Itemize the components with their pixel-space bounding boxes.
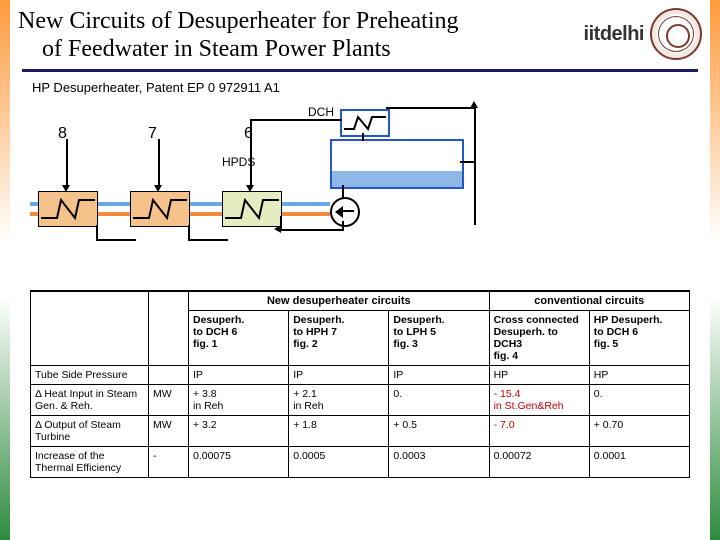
drum-vent <box>460 161 476 163</box>
header: New Circuits of Desuperheater for Prehea… <box>12 0 708 67</box>
row-label: Δ Output of Steam Turbine <box>31 416 149 447</box>
th-group-new: New desuperheater circuits <box>189 291 490 311</box>
drain-87h <box>96 239 136 241</box>
cell: IP <box>289 366 389 385</box>
cell: 0.0001 <box>589 447 689 478</box>
cell: 0. <box>389 385 489 416</box>
logo-text: iitdelhi <box>584 23 644 46</box>
cell: HP <box>589 366 689 385</box>
heater-6 <box>222 191 282 227</box>
cell: + 0.5 <box>389 416 489 447</box>
table-row: Tube Side PressureIPIPIPHPHP <box>31 366 690 385</box>
line-6-to-dch <box>250 119 342 121</box>
separator-drum <box>330 139 464 189</box>
boiler-return-h <box>386 107 476 109</box>
cell: 0.00075 <box>189 447 289 478</box>
drain-76h <box>188 239 228 241</box>
row-label: Δ Heat Input in Steam Gen. & Reh. <box>31 385 149 416</box>
right-flag-stripe <box>710 0 720 540</box>
cell: 0. <box>589 385 689 416</box>
arrow-into-6 <box>246 185 254 192</box>
boiler-return-v <box>474 107 476 225</box>
column-header: Desuperh.to LPH 5fig. 3 <box>389 311 489 366</box>
dch-label: DCH <box>308 105 334 119</box>
column-header: HP Desuperh.to DCH 6fig. 5 <box>589 311 689 366</box>
pump-discharge-v <box>342 221 344 231</box>
arrow-into-8 <box>62 185 70 192</box>
drum-liquid <box>332 171 462 187</box>
subheading: HP Desuperheater, Patent EP 0 972911 A1 <box>32 80 708 95</box>
heater-label-7: 7 <box>148 125 157 143</box>
th-unit-blank <box>149 291 189 366</box>
pump-discharge-h <box>280 229 344 231</box>
row-label: Tube Side Pressure <box>31 366 149 385</box>
cell: HP <box>489 366 589 385</box>
left-flag-stripe <box>0 0 10 540</box>
schematic-diagram: 8 7 6 DCH HPDS <box>30 99 698 284</box>
drain-7v <box>188 225 190 239</box>
row-unit: MW <box>149 416 189 447</box>
column-header: Desuperh.to HPH 7fig. 2 <box>289 311 389 366</box>
cell: + 1.8 <box>289 416 389 447</box>
heater-7 <box>130 191 190 227</box>
pump-suction <box>342 185 344 199</box>
line-6-riser <box>250 119 252 141</box>
extract-line-8 <box>66 139 68 189</box>
th-group-conv: conventional circuits <box>489 291 689 311</box>
cell: - 7.0 <box>489 416 589 447</box>
logo: iitdelhi <box>584 8 702 60</box>
table-row: Δ Heat Input in Steam Gen. & Reh.MW+ 3.8… <box>31 385 690 416</box>
cell: 0.0005 <box>289 447 389 478</box>
table-row: Δ Output of Steam TurbineMW+ 3.2+ 1.8+ 0… <box>31 416 690 447</box>
cell: + 0.70 <box>589 416 689 447</box>
cell: 0.0003 <box>389 447 489 478</box>
title-line-1: New Circuits of Desuperheater for Prehea… <box>18 8 459 34</box>
discharge-join <box>280 216 282 231</box>
cell: IP <box>189 366 289 385</box>
logo-seal-icon <box>650 8 702 60</box>
title-line-2: of Feedwater in Steam Power Plants <box>42 36 391 62</box>
table-row: Increase of the Thermal Efficiency-0.000… <box>31 447 690 478</box>
arrow-boiler-return <box>470 101 478 108</box>
extract-line-7 <box>158 139 160 189</box>
arrow-into-7 <box>154 185 162 192</box>
cell: 0.00072 <box>489 447 589 478</box>
row-unit <box>149 366 189 385</box>
feed-pump-icon <box>330 197 360 227</box>
page-title: New Circuits of Desuperheater for Prehea… <box>18 8 584 63</box>
dch-exchanger <box>340 109 390 137</box>
dch-drop <box>362 133 364 141</box>
header-rule <box>22 69 698 72</box>
cell: + 2.1in Reh <box>289 385 389 416</box>
comparison-table: New desuperheater circuits conventional … <box>30 290 690 478</box>
cell: IP <box>389 366 489 385</box>
th-blank <box>31 291 149 366</box>
heater-8 <box>38 191 98 227</box>
row-label: Increase of the Thermal Efficiency <box>31 447 149 478</box>
column-header: Desuperh.to DCH 6fig. 1 <box>189 311 289 366</box>
column-header: Cross connectedDesuperh. to DCH3fig. 4 <box>489 311 589 366</box>
cell: - 15.4in St.Gen&Reh <box>489 385 589 416</box>
drain-8v <box>96 225 98 239</box>
row-unit: - <box>149 447 189 478</box>
row-unit: MW <box>149 385 189 416</box>
cell: + 3.2 <box>189 416 289 447</box>
extract-line-6 <box>250 139 252 189</box>
cell: + 3.8in Reh <box>189 385 289 416</box>
